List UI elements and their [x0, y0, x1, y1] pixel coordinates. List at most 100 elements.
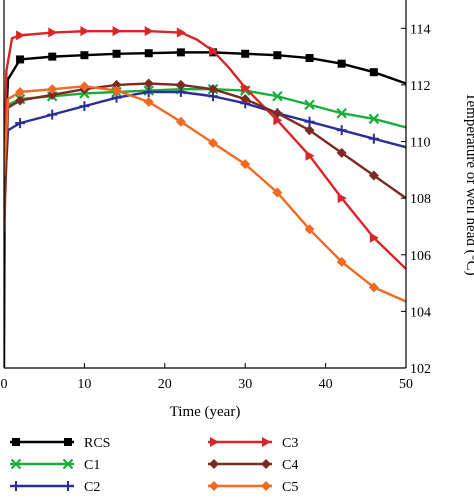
- data-point-c2: [15, 118, 26, 129]
- data-point-c4: [208, 84, 219, 95]
- data-point-c4: [368, 170, 379, 181]
- x-tick-label: 0: [1, 377, 8, 392]
- legend-marker-c1-stroke: [62, 458, 74, 470]
- series-line-c5: [4, 85, 406, 303]
- data-point-c4: [15, 95, 26, 106]
- data-point-c4: [240, 94, 251, 105]
- data-point-c2: [47, 109, 58, 120]
- data-point-c5: [47, 84, 58, 95]
- y-axis-label: Temperature of well head (°C): [463, 92, 474, 275]
- y-tick-label: 102: [410, 362, 431, 377]
- data-point-c3: [48, 27, 58, 38]
- data-point-c3: [144, 26, 154, 37]
- data-point-c5: [336, 256, 347, 267]
- legend-marker-c5: [261, 481, 271, 491]
- data-point-rcs: [273, 51, 282, 60]
- series-line-c4: [4, 82, 406, 233]
- data-point-c2: [336, 125, 347, 136]
- legend-marker-c1-stroke: [10, 458, 22, 470]
- legend-marker-rcs: [64, 438, 72, 446]
- data-point-c5: [175, 116, 186, 127]
- data-point-rcs: [48, 52, 57, 61]
- data-point-c4: [143, 78, 154, 89]
- legend-marker-c2: [11, 481, 21, 491]
- data-point-c4: [272, 108, 283, 119]
- series-c4: [4, 78, 406, 233]
- data-point-c5: [368, 282, 379, 293]
- series-line-rcs: [4, 51, 406, 368]
- legend-item-c2: C2: [10, 480, 100, 495]
- legend-item-c1: C1: [10, 458, 100, 473]
- data-point-c2: [79, 101, 90, 112]
- data-point-c3: [112, 26, 122, 37]
- data-point-c1-stroke: [304, 99, 315, 111]
- legend: RCS C1 C2 C3 C4 C5: [10, 436, 298, 495]
- data-point-c5: [240, 159, 251, 170]
- data-point-c1-stroke: [368, 113, 380, 125]
- legend-item-c5: C5: [208, 480, 298, 495]
- y-tick-label: 110: [410, 136, 430, 151]
- series-line-c3: [4, 29, 406, 270]
- data-point-c1-stroke: [272, 90, 283, 102]
- data-point-rcs: [16, 55, 25, 64]
- legend-label-c1: C1: [84, 458, 100, 473]
- legend-item-rcs: RCS: [10, 436, 110, 451]
- y-tick-label: 108: [410, 192, 431, 207]
- x-tick-label: 40: [319, 377, 333, 392]
- y-tick-label: 114: [410, 22, 430, 37]
- data-point-c5: [272, 187, 283, 198]
- data-point-c4: [175, 79, 186, 90]
- legend-marker-c4: [261, 459, 271, 469]
- data-point-c4: [336, 147, 347, 158]
- data-point-c5: [208, 137, 219, 148]
- series-c1: [4, 83, 406, 187]
- legend-label-c5: C5: [282, 480, 298, 495]
- data-point-rcs: [112, 49, 121, 58]
- y-tick-label: 112: [410, 79, 430, 94]
- data-point-rcs: [369, 68, 378, 77]
- data-point-c5: [304, 224, 315, 235]
- data-point-rcs: [337, 59, 346, 68]
- data-point-c1: [272, 90, 283, 102]
- legend-label-c2: C2: [84, 480, 100, 495]
- data-point-rcs: [305, 54, 314, 63]
- legend-marker-c3: [262, 437, 271, 447]
- x-tick-label: 10: [77, 377, 91, 392]
- data-point-c1-stroke: [336, 107, 347, 119]
- data-point-c1: [336, 107, 347, 119]
- legend-marker-c2: [63, 481, 73, 491]
- data-point-rcs: [80, 51, 89, 60]
- legend-label-c3: C3: [282, 436, 298, 451]
- y-tick-label: 104: [410, 305, 431, 320]
- data-point-c2: [304, 116, 315, 127]
- legend-marker-c4: [209, 459, 219, 469]
- data-point-c5: [79, 81, 90, 92]
- data-point-rcs: [241, 49, 250, 58]
- data-point-c3: [369, 232, 379, 243]
- data-point-c4: [47, 89, 58, 100]
- data-point-c4: [111, 79, 122, 90]
- data-point-rcs: [176, 48, 185, 57]
- series-c2: [4, 87, 406, 207]
- legend-item-c3: C3: [208, 436, 298, 451]
- data-point-c2: [143, 87, 154, 97]
- x-tick-label: 50: [399, 377, 413, 392]
- data-point-c4: [304, 125, 315, 136]
- data-point-c3: [241, 82, 251, 93]
- data-point-c3: [176, 27, 186, 38]
- legend-item-c4: C4: [208, 458, 298, 473]
- legend-marker-c1: [10, 458, 22, 470]
- y-tick-label: 106: [410, 249, 431, 264]
- data-point-c5: [111, 85, 122, 96]
- data-point-c3: [305, 150, 315, 161]
- x-tick-label: 30: [238, 377, 252, 392]
- legend-label-c4: C4: [282, 458, 298, 473]
- data-point-c5: [15, 87, 26, 97]
- data-point-c2: [368, 133, 379, 144]
- legend-marker-c3: [210, 437, 219, 447]
- series-layer: [4, 26, 406, 368]
- data-point-c3: [80, 26, 90, 37]
- data-point-c1: [368, 113, 380, 125]
- data-point-c3: [16, 30, 26, 41]
